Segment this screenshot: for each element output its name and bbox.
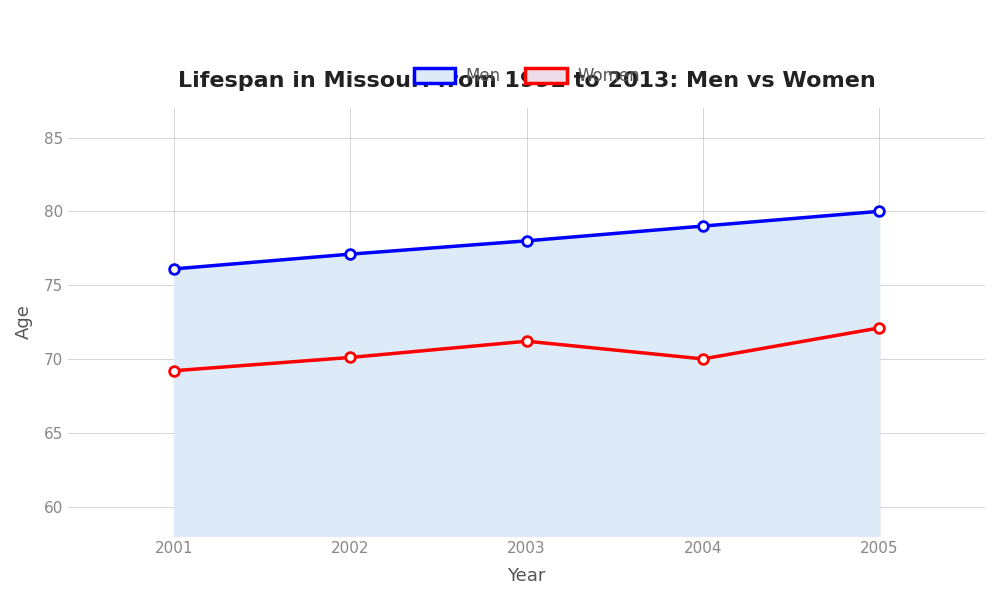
X-axis label: Year: Year	[507, 567, 546, 585]
Y-axis label: Age: Age	[15, 305, 33, 340]
Title: Lifespan in Missouri from 1992 to 2013: Men vs Women: Lifespan in Missouri from 1992 to 2013: …	[178, 71, 876, 91]
Legend: Men, Women: Men, Women	[407, 61, 646, 92]
